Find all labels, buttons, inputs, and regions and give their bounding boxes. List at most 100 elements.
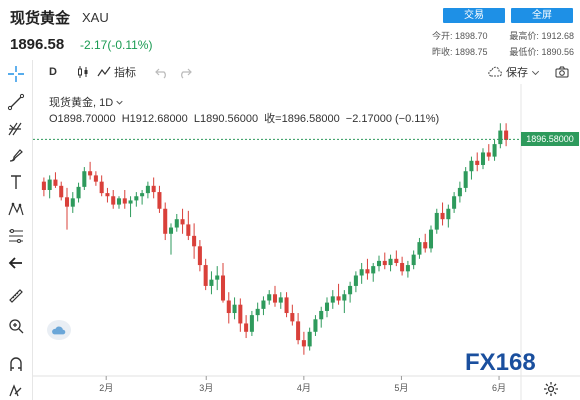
interval-selector[interactable]: D — [49, 66, 57, 78]
current-price: 1896.58 — [10, 36, 65, 53]
legend-symbol: 现货黄金, 1D — [49, 97, 114, 109]
legend-change: −2.17000 (−0.11%) — [345, 113, 440, 125]
x-tick-label: 5月 — [394, 383, 408, 393]
candle-body — [168, 227, 174, 234]
candle-body — [41, 181, 46, 190]
text-tool-icon[interactable] — [6, 172, 26, 192]
price-change: -2.17(-0.11%) — [80, 38, 153, 52]
candle-body — [290, 313, 295, 322]
candle-body — [255, 308, 260, 316]
candle-body — [111, 196, 116, 205]
chevron-down-icon — [531, 70, 540, 75]
candle-body — [128, 200, 133, 204]
candle-body — [423, 242, 428, 249]
candle-body — [469, 160, 474, 172]
lock-drawing-icon[interactable] — [6, 380, 26, 400]
save-button[interactable]: 保存 — [488, 65, 540, 79]
cloud-logo-icon — [47, 320, 71, 340]
pitchfork-icon[interactable] — [6, 118, 26, 138]
candle-body — [301, 340, 306, 347]
quote-header: 现货黄金 XAU 1896.58 -2.17(-0.11%) 交易 全屏 今开:… — [0, 0, 580, 60]
candle-body — [232, 304, 237, 314]
last-price-label: 1896.58000 — [521, 132, 579, 147]
candle-body — [53, 179, 58, 186]
trade-button[interactable]: 交易 — [443, 8, 505, 23]
candle-body — [400, 262, 405, 272]
indicators-label: 指标 — [114, 67, 136, 79]
candle-body — [324, 302, 330, 311]
fib-icon[interactable] — [6, 226, 26, 246]
prev-close-value: 1898.75 — [455, 47, 488, 57]
candle-body — [180, 219, 185, 225]
instrument-title: 现货黄金 — [10, 10, 71, 27]
candle-body — [88, 171, 93, 176]
candle-body — [163, 208, 168, 234]
brush-icon[interactable] — [6, 145, 26, 165]
candle-body — [440, 212, 445, 220]
candle-body — [267, 294, 272, 301]
x-tick-label: 6月 — [492, 383, 506, 393]
candle-body — [452, 196, 457, 209]
candle-body — [157, 192, 162, 209]
indicators-button[interactable]: 指标 — [97, 65, 136, 79]
fullscreen-button[interactable]: 全屏 — [511, 8, 573, 23]
candle-body — [342, 294, 347, 301]
ruler-icon[interactable] — [6, 286, 26, 306]
candle-body — [215, 275, 220, 280]
back-arrow-icon[interactable] — [6, 253, 26, 273]
candle-body — [99, 181, 104, 194]
candle-body — [64, 197, 70, 207]
candle-body — [203, 265, 208, 286]
candle-type-icon[interactable] — [76, 65, 90, 79]
candle-body — [93, 175, 98, 182]
candle-body — [428, 229, 434, 249]
cloud-icon — [488, 66, 502, 77]
logo-text: FX168 — [465, 349, 536, 376]
magnet-icon[interactable] — [6, 354, 26, 374]
redo-icon[interactable] — [178, 65, 192, 79]
candle-body — [151, 185, 156, 193]
trend-line-icon[interactable] — [6, 92, 26, 112]
settings-gear-icon[interactable] — [543, 381, 559, 397]
candle-body — [47, 179, 52, 190]
candle-body — [76, 186, 81, 199]
candle-body — [411, 254, 416, 266]
candle-body — [434, 212, 439, 230]
candle-body — [319, 310, 324, 320]
candle-body — [330, 296, 335, 303]
candle-body — [116, 198, 122, 205]
price-chart[interactable]: 2月 3月 4月 5月 6月 现货黄金, 1D O1898.70000 H1912.68… — [33, 84, 580, 400]
candle-body — [296, 321, 301, 341]
candle-body — [249, 315, 254, 332]
candle-body — [238, 304, 243, 324]
candle-body — [261, 300, 266, 309]
candle-body — [365, 269, 370, 274]
candle-body — [492, 144, 497, 157]
candle-body — [463, 171, 468, 188]
candle-body — [480, 152, 486, 165]
candle-body — [82, 171, 87, 187]
undo-icon[interactable] — [155, 65, 169, 79]
candle-body — [272, 294, 278, 303]
low-value: 1890.56 — [541, 47, 574, 57]
candle-body — [353, 275, 358, 286]
chevron-down-icon[interactable] — [116, 99, 123, 106]
crosshair-icon[interactable] — [6, 64, 26, 84]
candle-body — [388, 258, 393, 266]
candle-body — [313, 319, 318, 332]
x-tick-label: 2月 — [99, 383, 113, 393]
pattern-icon[interactable] — [6, 199, 26, 219]
candle-body — [226, 300, 231, 314]
zoom-in-icon[interactable] — [6, 316, 26, 336]
candlestick-chart[interactable]: 2月 3月 4月 5月 6月 — [33, 84, 580, 400]
x-tick-label: 4月 — [297, 383, 311, 393]
quote-row: 昨收: 1898.75 最低价: 1890.56 — [432, 44, 574, 60]
candle-body — [174, 219, 179, 228]
legend-open: O1898.70000 — [49, 113, 116, 125]
camera-icon[interactable] — [555, 65, 569, 79]
candle-body — [486, 152, 491, 157]
candle-body — [504, 130, 509, 140]
legend-close: 收=1896.58000 — [264, 113, 340, 125]
candle-body — [405, 265, 410, 272]
candle-body — [417, 242, 422, 255]
